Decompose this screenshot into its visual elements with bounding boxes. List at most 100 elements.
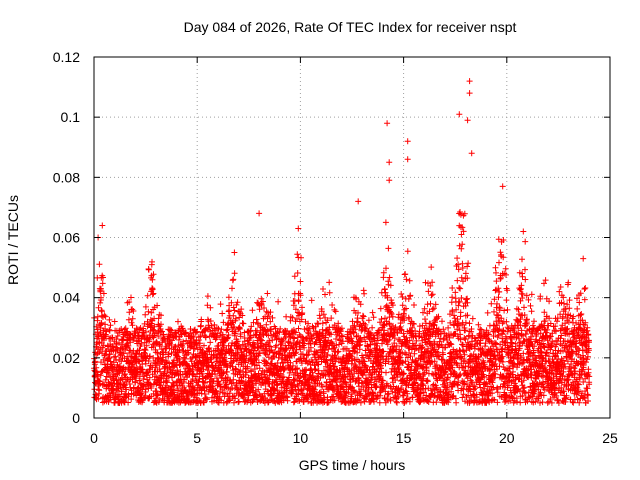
- data-point-marker: [143, 329, 149, 335]
- data-point-marker: [176, 356, 183, 362]
- data-point-marker: [230, 376, 237, 383]
- data-point-marker: [145, 358, 152, 364]
- data-point-marker: [458, 274, 465, 281]
- data-point-marker: [197, 365, 204, 372]
- data-point-marker: [138, 366, 145, 373]
- data-point-marker: [207, 304, 214, 311]
- data-point-marker: [326, 279, 333, 286]
- data-point-marker: [94, 371, 101, 378]
- data-point-marker: [183, 329, 189, 336]
- data-point-marker: [136, 377, 143, 384]
- data-point-marker: [185, 392, 192, 399]
- data-point-marker: [361, 290, 368, 297]
- data-point-marker: [237, 333, 244, 340]
- data-point-marker: [145, 266, 152, 273]
- data-point-marker: [522, 276, 529, 283]
- data-point-marker: [97, 378, 103, 385]
- data-point-marker: [113, 371, 120, 378]
- data-point-marker: [143, 342, 150, 349]
- data-point-marker: [102, 313, 109, 320]
- data-point-marker: [398, 291, 405, 297]
- data-point-marker: [319, 320, 326, 327]
- data-point-marker: [178, 331, 185, 338]
- data-point-marker: [111, 318, 118, 325]
- data-point-marker: [488, 300, 495, 307]
- data-point-marker: [98, 285, 104, 292]
- data-point-marker: [231, 270, 238, 277]
- data-point-marker: [336, 341, 342, 348]
- data-point-marker: [519, 256, 525, 263]
- data-point-marker: [132, 379, 139, 386]
- data-point-marker: [235, 399, 242, 406]
- data-point-marker: [224, 374, 231, 381]
- data-point-marker: [226, 397, 233, 404]
- data-point-marker: [144, 292, 151, 299]
- data-point-marker: [142, 347, 149, 354]
- data-point-marker: [207, 318, 214, 324]
- data-point-marker: [531, 318, 537, 325]
- data-point-marker: [92, 358, 99, 365]
- data-point-marker: [169, 379, 176, 386]
- data-point-marker: [466, 320, 473, 327]
- data-point-marker: [217, 301, 224, 308]
- data-point-marker: [291, 273, 298, 280]
- data-point-marker: [254, 399, 261, 405]
- data-point-marker: [429, 291, 436, 298]
- data-point-marker: [98, 307, 105, 314]
- data-point-marker: [232, 395, 239, 402]
- data-point-marker: [150, 290, 157, 297]
- data-point-marker: [208, 322, 215, 329]
- data-point-marker: [249, 307, 256, 314]
- data-point-marker: [165, 373, 172, 380]
- data-point-marker: [100, 337, 107, 344]
- data-point-marker: [158, 321, 164, 328]
- data-point-marker: [165, 351, 172, 358]
- data-point-marker: [241, 391, 248, 398]
- data-point-marker: [464, 263, 471, 270]
- data-point-marker: [270, 354, 277, 360]
- data-point-marker: [147, 353, 153, 360]
- data-point-marker: [193, 394, 200, 401]
- data-point-marker: [268, 396, 275, 403]
- data-point-marker: [166, 345, 173, 352]
- data-point-marker: [236, 345, 243, 352]
- data-point-marker: [97, 372, 104, 379]
- data-point-marker: [250, 384, 257, 391]
- data-point-marker: [118, 351, 125, 358]
- data-point-marker: [125, 391, 132, 398]
- data-point-marker: [527, 302, 534, 309]
- data-point-marker: [223, 327, 230, 334]
- data-point-marker: [151, 323, 158, 330]
- data-point-marker: [259, 337, 266, 344]
- data-point-marker: [116, 339, 122, 346]
- data-point-marker: [126, 299, 133, 305]
- data-point-marker: [109, 343, 116, 350]
- data-point-marker: [267, 343, 274, 350]
- data-point-marker: [125, 342, 132, 349]
- data-point-marker: [193, 353, 200, 360]
- data-point-marker: [103, 373, 110, 380]
- data-point-marker: [187, 338, 194, 345]
- data-point-marker: [197, 333, 204, 340]
- data-point-marker: [503, 297, 510, 304]
- data-point-marker: [234, 351, 241, 358]
- data-point-marker: [99, 280, 106, 287]
- data-point-marker: [248, 323, 255, 330]
- data-point-marker: [449, 285, 456, 291]
- data-point-marker: [136, 347, 143, 354]
- data-point-marker: [259, 298, 266, 305]
- data-point-marker: [109, 334, 116, 341]
- data-point-marker: [267, 318, 274, 325]
- data-point-marker: [192, 329, 199, 336]
- data-point-marker: [254, 327, 260, 334]
- data-point-marker: [169, 337, 176, 344]
- data-point-marker: [226, 307, 233, 314]
- data-point-marker: [130, 308, 137, 314]
- data-point-marker: [230, 312, 237, 319]
- data-point-marker: [201, 342, 207, 349]
- data-point-marker: [459, 265, 466, 271]
- data-point-marker: [201, 380, 208, 386]
- data-point-marker: [106, 316, 113, 323]
- data-point-marker: [225, 332, 232, 338]
- data-point-marker: [247, 334, 254, 341]
